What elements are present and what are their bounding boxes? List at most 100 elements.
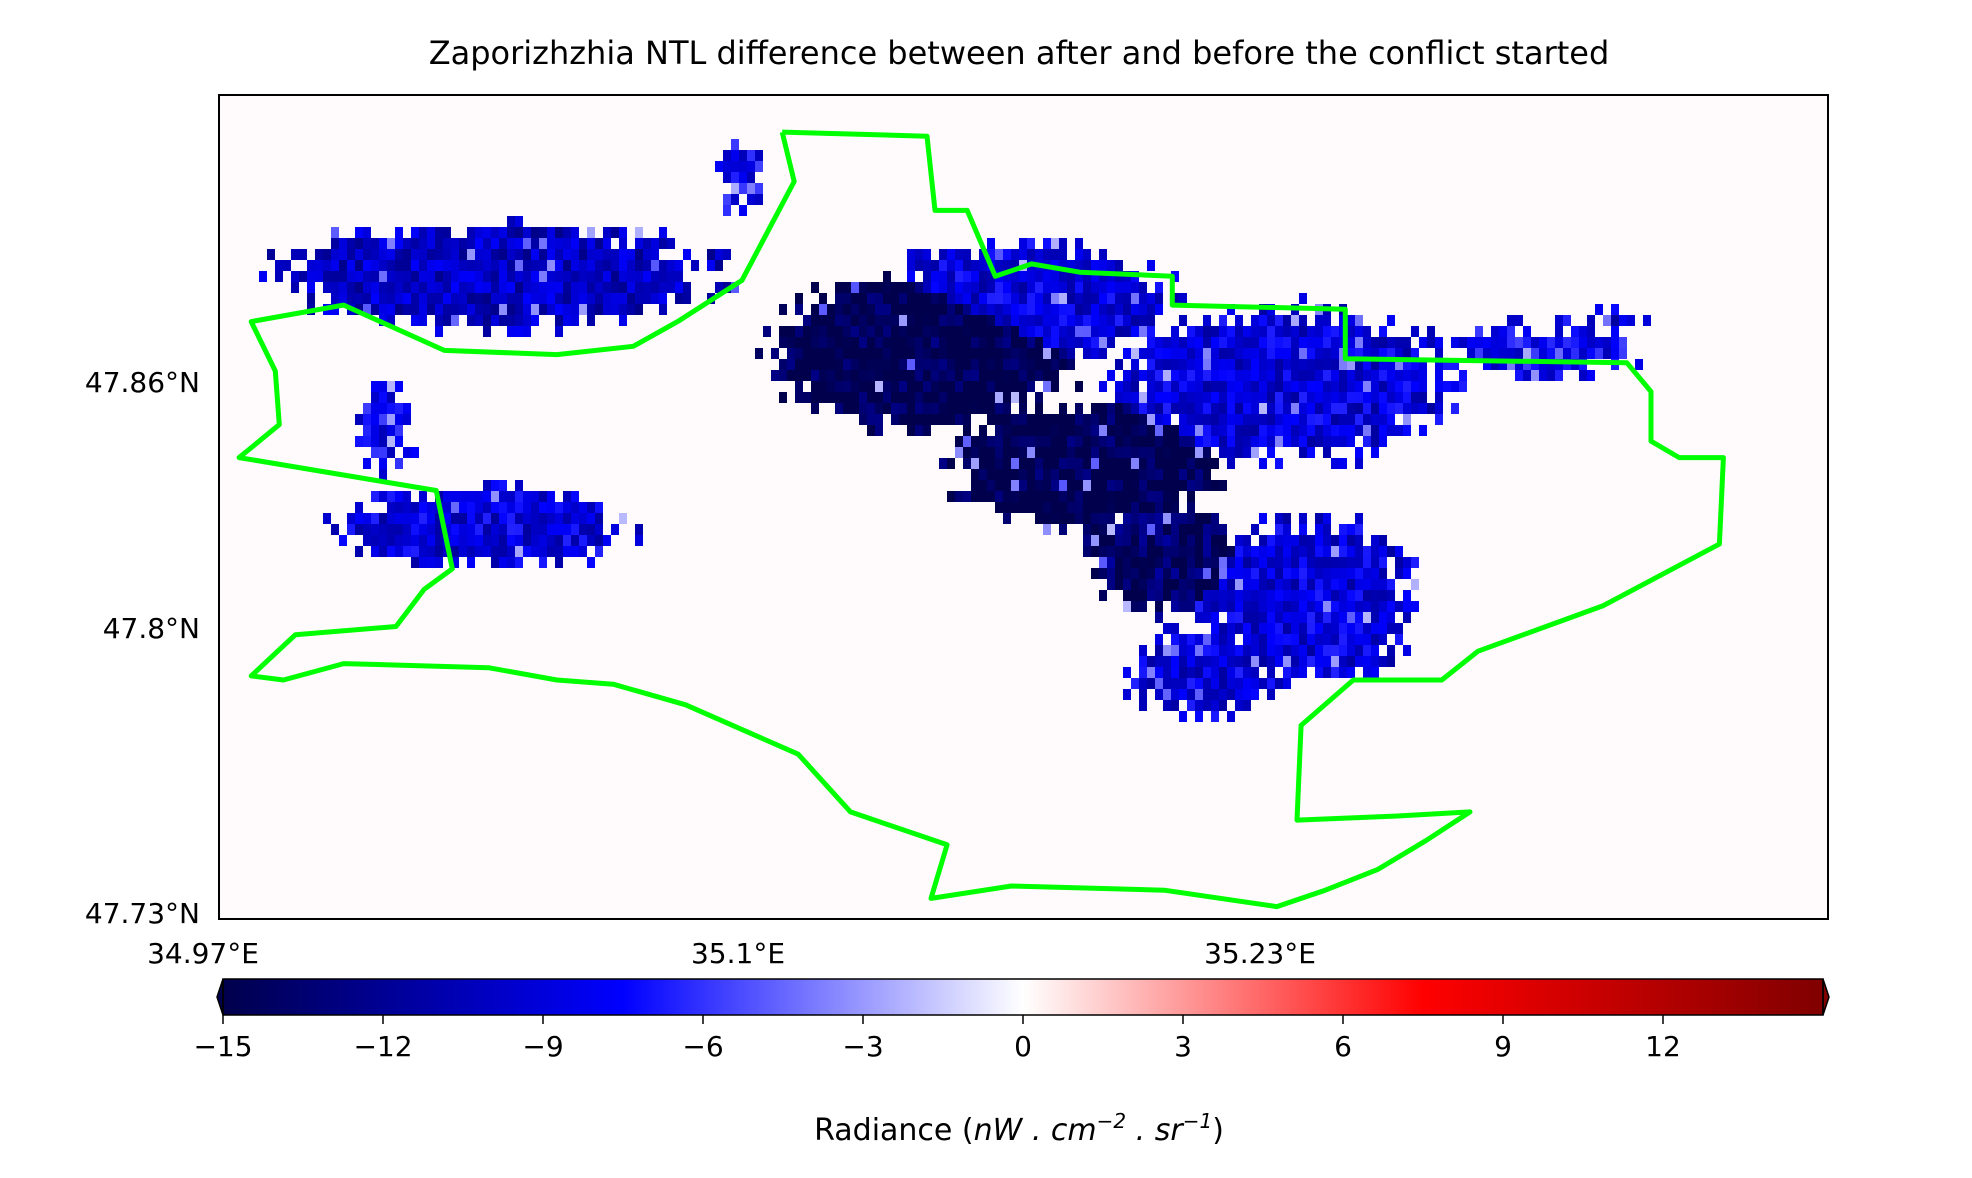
- heatmap-cell: [1307, 436, 1315, 447]
- heatmap-cell: [451, 249, 459, 260]
- heatmap-cell: [1019, 359, 1027, 370]
- heatmap-cell: [1451, 359, 1459, 370]
- heatmap-cell: [1387, 645, 1395, 656]
- colorbar-label-text: Radiance (: [814, 1113, 974, 1148]
- heatmap-cell: [355, 238, 363, 249]
- heatmap-cell: [1235, 381, 1243, 392]
- heatmap-cell: [1563, 359, 1571, 370]
- heatmap-cell: [963, 348, 971, 359]
- heatmap-cell: [963, 293, 971, 304]
- heatmap-cell: [1211, 480, 1219, 491]
- heatmap-cell: [963, 326, 971, 337]
- heatmap-cell: [1339, 645, 1347, 656]
- heatmap-cell: [451, 513, 459, 524]
- heatmap-cell: [1035, 502, 1043, 513]
- heatmap-cell: [1219, 337, 1227, 348]
- heatmap-cell: [459, 293, 467, 304]
- heatmap-cell: [1115, 425, 1123, 436]
- heatmap-cell: [363, 271, 371, 282]
- heatmap-cell: [1203, 634, 1211, 645]
- heatmap-cell: [1427, 403, 1435, 414]
- heatmap-cell: [859, 392, 867, 403]
- heatmap-cell: [1115, 469, 1123, 480]
- heatmap-cell: [955, 436, 963, 447]
- heatmap-cell: [1043, 293, 1051, 304]
- heatmap-cell: [1203, 480, 1211, 491]
- heatmap-cell: [363, 293, 371, 304]
- heatmap-cell: [819, 348, 827, 359]
- heatmap-cell: [1355, 590, 1363, 601]
- heatmap-cell: [963, 282, 971, 293]
- heatmap-cell: [1571, 337, 1579, 348]
- heatmap-cell: [1563, 348, 1571, 359]
- heatmap-cell: [1131, 414, 1139, 425]
- heatmap-cell: [1243, 667, 1251, 678]
- heatmap-cell: [971, 326, 979, 337]
- heatmap-cell: [555, 524, 563, 535]
- heatmap-cell: [747, 172, 755, 183]
- heatmap-cell: [1059, 469, 1067, 480]
- heatmap-cell: [1347, 634, 1355, 645]
- heatmap-cell: [1251, 337, 1259, 348]
- chart-title: Zaporizhzhia NTL difference between afte…: [429, 34, 1610, 72]
- heatmap-cell: [1091, 447, 1099, 458]
- heatmap-cell: [1379, 359, 1387, 370]
- heatmap-cell: [1403, 359, 1411, 370]
- heatmap-cell: [467, 315, 475, 326]
- heatmap-cell: [1355, 612, 1363, 623]
- heatmap-cell: [419, 546, 427, 557]
- heatmap-cell: [1203, 645, 1211, 656]
- heatmap-cell: [1107, 414, 1115, 425]
- heatmap-cell: [987, 480, 995, 491]
- heatmap-cell: [1555, 326, 1563, 337]
- heatmap-cell: [1299, 425, 1307, 436]
- heatmap-cell: [1291, 535, 1299, 546]
- heatmap-cell: [1187, 326, 1195, 337]
- heatmap-cell: [1355, 315, 1363, 326]
- heatmap-cell: [1171, 359, 1179, 370]
- heatmap-cell: [923, 337, 931, 348]
- heatmap-cell: [747, 150, 755, 161]
- heatmap-cell: [1219, 425, 1227, 436]
- heatmap-cell: [531, 535, 539, 546]
- heatmap-cell: [571, 524, 579, 535]
- heatmap-cell: [1203, 678, 1211, 689]
- heatmap-cell: [1227, 381, 1235, 392]
- heatmap-cell: [1267, 425, 1275, 436]
- heatmap-cell: [779, 370, 787, 381]
- heatmap-cell: [1571, 348, 1579, 359]
- heatmap-cell: [1123, 513, 1131, 524]
- heatmap-cell: [1611, 348, 1619, 359]
- heatmap-cell: [819, 359, 827, 370]
- heatmap-cell: [275, 260, 283, 271]
- heatmap-cell: [1147, 348, 1155, 359]
- heatmap-cell: [363, 227, 371, 238]
- heatmap-cell: [1211, 667, 1219, 678]
- heatmap-cell: [995, 282, 1003, 293]
- heatmap-cell: [547, 293, 555, 304]
- heatmap-cell: [1227, 436, 1235, 447]
- heatmap-cell: [731, 183, 739, 194]
- heatmap-cell: [531, 546, 539, 557]
- heatmap-cell: [1259, 623, 1267, 634]
- heatmap-cell: [563, 315, 571, 326]
- colorbar-tick-label: 6: [1334, 1030, 1352, 1063]
- heatmap-cell: [835, 304, 843, 315]
- heatmap-cell: [1315, 315, 1323, 326]
- heatmap-cell: [1235, 645, 1243, 656]
- heatmap-cell: [1059, 271, 1067, 282]
- heatmap-cell: [979, 271, 987, 282]
- heatmap-cell: [1523, 337, 1531, 348]
- heatmap-cell: [1579, 337, 1587, 348]
- heatmap-cell: [1235, 392, 1243, 403]
- heatmap-cell: [1363, 612, 1371, 623]
- heatmap-cell: [915, 425, 923, 436]
- heatmap-cell: [1459, 381, 1467, 392]
- heatmap-cell: [987, 458, 995, 469]
- heatmap-cell: [1011, 458, 1019, 469]
- heatmap-cell: [739, 183, 747, 194]
- heatmap-cell: [1187, 491, 1195, 502]
- heatmap-cell: [1139, 370, 1147, 381]
- heatmap-cell: [1163, 645, 1171, 656]
- heatmap-cell: [643, 249, 651, 260]
